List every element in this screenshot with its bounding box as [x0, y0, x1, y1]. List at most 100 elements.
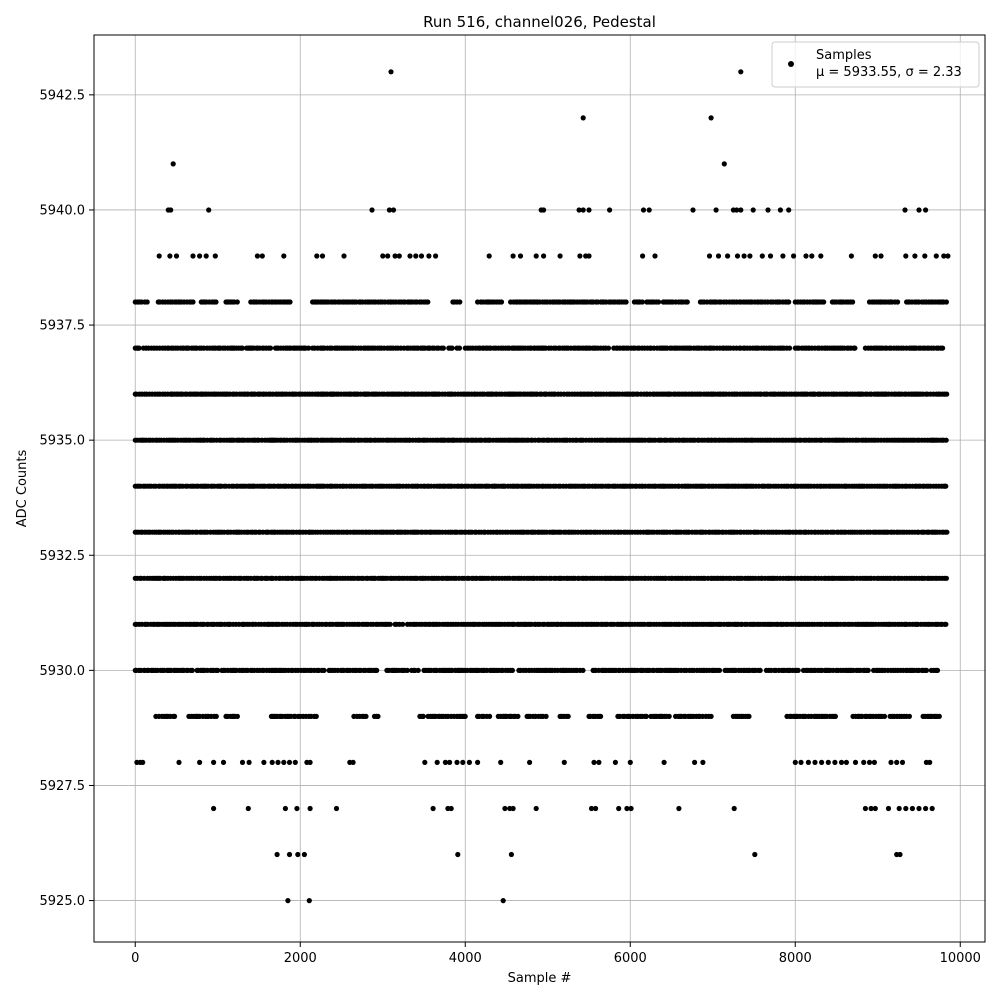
data-point — [500, 898, 506, 904]
data-point — [281, 253, 287, 259]
data-point — [612, 759, 619, 766]
data-points — [132, 69, 951, 904]
data-point — [215, 667, 221, 674]
data-point — [447, 759, 453, 766]
data-point — [805, 759, 812, 766]
y-tick-label: 5940.0 — [40, 203, 86, 218]
data-point — [767, 253, 774, 259]
data-point — [832, 759, 838, 766]
data-point — [734, 253, 741, 259]
data-point — [307, 805, 313, 812]
x-axis-label: Sample # — [508, 971, 572, 986]
data-point — [269, 759, 275, 766]
data-point — [333, 805, 340, 812]
data-point — [866, 759, 873, 766]
data-point — [838, 759, 845, 766]
data-point — [156, 253, 162, 259]
data-point — [895, 299, 901, 305]
data-point — [285, 898, 291, 904]
data-point — [176, 759, 182, 766]
data-point — [881, 713, 888, 720]
data-point — [136, 345, 142, 351]
data-point — [795, 667, 801, 674]
y-tick-label: 5925.0 — [40, 894, 86, 909]
data-point — [274, 851, 280, 858]
data-point — [791, 253, 797, 259]
data-point — [872, 805, 878, 812]
data-point — [259, 253, 265, 259]
data-point — [885, 805, 892, 812]
data-point — [690, 207, 696, 213]
data-point — [245, 805, 251, 812]
data-point — [899, 759, 906, 766]
data-point — [738, 69, 744, 75]
data-point — [306, 898, 312, 904]
data-point — [624, 805, 630, 812]
data-point — [502, 805, 508, 812]
data-point — [455, 851, 461, 858]
data-point — [623, 299, 629, 305]
data-point — [752, 851, 758, 858]
data-point — [448, 805, 454, 812]
data-point — [275, 759, 281, 766]
data-point — [197, 759, 203, 766]
data-point — [734, 207, 740, 213]
data-point — [561, 759, 567, 766]
data-point — [286, 759, 293, 766]
data-point — [239, 759, 246, 766]
data-point — [254, 253, 260, 259]
data-point — [832, 713, 839, 720]
data-point — [140, 759, 146, 766]
data-point — [798, 759, 804, 766]
data-point — [498, 299, 505, 305]
legend-series-name: Samples — [816, 48, 872, 63]
data-point — [206, 207, 212, 213]
legend: Samples μ = 5933.55, σ = 2.33 — [771, 41, 980, 88]
data-point — [527, 759, 533, 766]
data-point — [390, 207, 397, 213]
data-point — [896, 805, 902, 812]
data-point — [576, 207, 582, 213]
data-point — [517, 253, 524, 259]
data-point — [933, 253, 939, 259]
data-point — [871, 759, 878, 766]
data-point — [713, 207, 719, 213]
data-point — [627, 759, 633, 766]
data-point — [314, 253, 320, 259]
data-point — [591, 759, 597, 766]
data-point — [510, 805, 516, 812]
data-point — [319, 253, 326, 259]
plot-frame — [93, 34, 986, 943]
data-point — [852, 759, 859, 766]
data-point — [684, 299, 690, 305]
data-point — [404, 667, 410, 674]
data-point — [661, 759, 667, 766]
data-point — [777, 207, 784, 213]
data-point — [878, 253, 884, 259]
data-point — [197, 253, 203, 259]
data-point — [888, 759, 894, 766]
data-point — [850, 299, 856, 305]
data-point — [234, 713, 240, 720]
data-point — [462, 713, 468, 720]
data-point — [843, 759, 850, 766]
data-point — [909, 805, 916, 812]
data-point — [944, 391, 950, 397]
data-point — [894, 759, 900, 766]
x-tick-label: 10000 — [940, 951, 981, 966]
data-point — [934, 667, 941, 674]
data-point — [144, 299, 150, 305]
data-point — [510, 253, 516, 259]
data-point — [708, 115, 714, 121]
data-point — [809, 253, 815, 259]
data-point — [387, 621, 393, 627]
data-point — [456, 345, 463, 351]
data-point — [872, 253, 878, 259]
data-point — [426, 253, 432, 259]
data-point — [580, 667, 586, 674]
data-point — [825, 759, 831, 766]
data-point — [765, 207, 771, 213]
data-point — [865, 667, 871, 674]
data-point — [903, 253, 909, 259]
data-point — [533, 805, 539, 812]
